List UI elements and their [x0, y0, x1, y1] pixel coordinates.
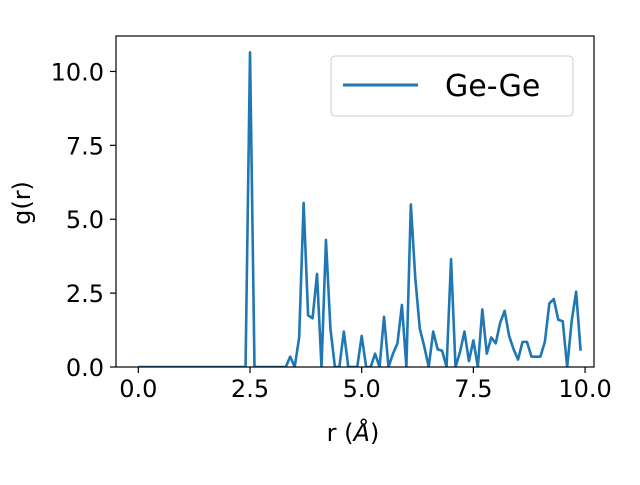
- series-line-ge-ge: [138, 50, 582, 367]
- y-tick-label: 7.5: [66, 132, 104, 160]
- x-tick-label: 0.0: [119, 375, 157, 403]
- x-axis-label: r (Å): [327, 418, 380, 447]
- legend: Ge-Ge: [330, 55, 574, 117]
- y-tick-label: 0.0: [66, 354, 104, 382]
- y-tick-label: 10.0: [51, 58, 104, 86]
- x-tick-label: 5.0: [343, 375, 381, 403]
- x-tick-label: 7.5: [454, 375, 492, 403]
- x-tick-label: 2.5: [231, 375, 269, 403]
- legend-label: Ge-Ge: [445, 69, 540, 104]
- x-tick-label: 10.0: [558, 375, 611, 403]
- legend-box: [330, 55, 574, 117]
- y-tick-label: 2.5: [66, 280, 104, 308]
- x-axis: 0.0 2.5 5.0 7.5 10.0: [119, 367, 612, 403]
- y-axis: 0.0 2.5 5.0 7.5 10.0: [51, 58, 116, 382]
- y-axis-label: g(r): [8, 181, 36, 225]
- plot-frame: [115, 35, 595, 368]
- y-tick-label: 5.0: [66, 206, 104, 234]
